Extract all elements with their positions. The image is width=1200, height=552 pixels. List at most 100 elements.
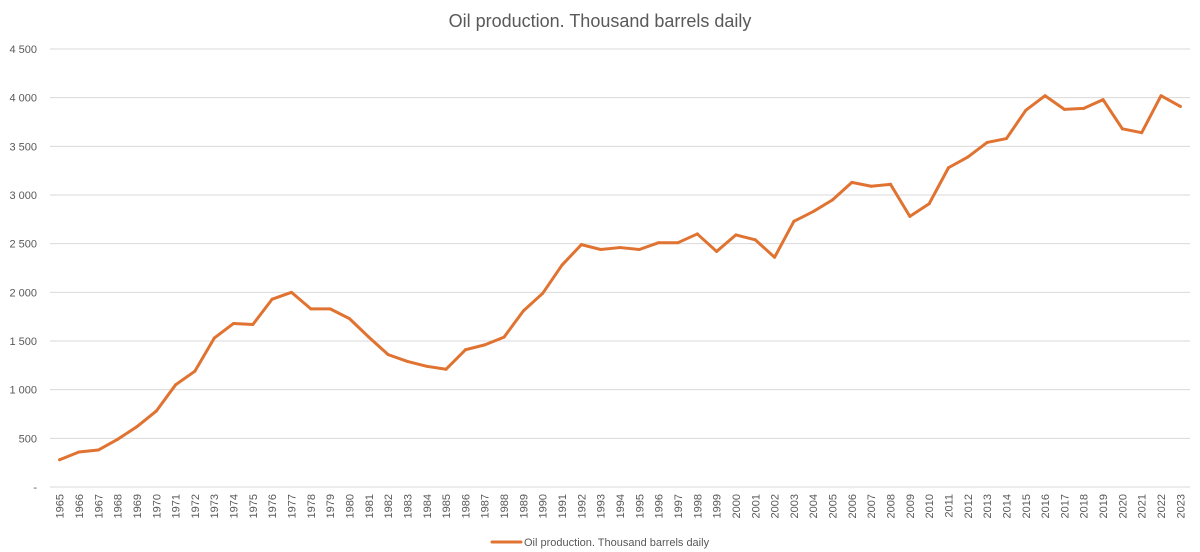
x-tick-label: 1996 (654, 494, 666, 518)
data-point (966, 155, 970, 159)
series-line (58, 94, 1182, 462)
x-tick-label: 1968 (113, 494, 125, 518)
x-tick-label: 2013 (982, 494, 994, 518)
data-point (251, 322, 255, 326)
data-point (792, 219, 796, 223)
x-tick-label: 2002 (770, 494, 782, 518)
x-tick-label: 1983 (402, 494, 414, 518)
data-point (734, 233, 738, 237)
data-point (193, 369, 197, 373)
data-point (386, 353, 390, 357)
x-tick-label: 2019 (1098, 494, 1110, 518)
data-point (1159, 94, 1163, 98)
data-point (637, 248, 641, 252)
x-tick-label: 2022 (1156, 494, 1168, 518)
x-tick-label: 2020 (1117, 494, 1129, 518)
data-point (483, 343, 487, 347)
y-tick-label: 500 (19, 433, 37, 445)
y-tick-label: 3 000 (9, 190, 37, 202)
y-tick-label: 4 000 (9, 93, 37, 105)
x-tick-label: 1997 (673, 494, 685, 518)
x-tick-label: 1988 (499, 494, 511, 518)
y-tick-label: 1 000 (9, 385, 37, 397)
data-point (695, 232, 699, 236)
data-point (560, 263, 564, 267)
data-point (309, 307, 313, 311)
x-tick-label: 1969 (132, 494, 144, 518)
x-tick-label: 2017 (1059, 494, 1071, 518)
x-tick-label: 2004 (808, 494, 820, 518)
data-point (1062, 107, 1066, 111)
x-tick-label: 1986 (460, 494, 472, 518)
data-point (1004, 137, 1008, 141)
x-tick-label: 2005 (828, 494, 840, 518)
data-point (753, 238, 757, 242)
gridlines (50, 48, 1190, 488)
x-tick-label: 2000 (731, 494, 743, 518)
data-point (1024, 108, 1028, 112)
legend: Oil production. Thousand barrels daily (490, 537, 710, 549)
x-tick-label: 2003 (789, 494, 801, 518)
data-point (946, 166, 950, 170)
x-tick-label: 2008 (886, 494, 898, 518)
x-tick-label: 1982 (383, 494, 395, 518)
x-tick-label: 2023 (1175, 494, 1187, 518)
x-tick-label: 1992 (576, 494, 588, 518)
data-point (154, 409, 158, 413)
x-tick-label: 2001 (750, 494, 762, 518)
y-tick-label: 4 500 (9, 44, 37, 56)
data-point (444, 367, 448, 371)
data-point (463, 348, 467, 352)
x-tick-label: 1985 (441, 494, 453, 518)
data-point (347, 317, 351, 321)
data-point (1101, 98, 1105, 102)
y-axis-ticks: - 500 1 000 1 500 2 000 2 500 3 000 3 500 4 000 4… (9, 44, 37, 494)
legend-label: Oil production. Thousand barrels daily (524, 537, 710, 549)
data-point (599, 248, 603, 252)
data-point (96, 448, 100, 452)
data-point (715, 249, 719, 253)
x-tick-label: 2009 (905, 494, 917, 518)
data-point (1082, 106, 1086, 110)
x-tick-label: 2014 (1001, 494, 1013, 518)
x-tick-label: 2018 (1079, 494, 1091, 518)
x-tick-label: 1998 (692, 494, 704, 518)
y-tick-label: 2 500 (9, 239, 37, 251)
data-point (1140, 131, 1144, 135)
series-layer (58, 94, 1182, 462)
data-point (212, 336, 216, 340)
data-point (1043, 94, 1047, 98)
data-point (116, 437, 120, 441)
x-tick-label: 1993 (596, 494, 608, 518)
data-point (541, 291, 545, 295)
x-tick-label: 1975 (248, 494, 260, 518)
data-point (328, 307, 332, 311)
data-point (290, 290, 294, 294)
data-point (927, 202, 931, 206)
data-point (889, 182, 893, 186)
data-point (831, 198, 835, 202)
data-point (618, 246, 622, 250)
x-tick-label: 1989 (518, 494, 530, 518)
x-tick-label: 1966 (74, 494, 86, 518)
x-tick-label: 1990 (538, 494, 550, 518)
data-point (985, 140, 989, 144)
x-tick-label: 1974 (229, 494, 241, 518)
data-point (521, 309, 525, 313)
x-tick-label: 2007 (866, 494, 878, 518)
y-tick-label: 1 500 (9, 336, 37, 348)
data-point (58, 458, 62, 462)
x-tick-label: 1965 (55, 494, 67, 518)
data-point (502, 335, 506, 339)
chart-title: Oil production. Thousand barrels daily (449, 11, 752, 31)
data-point (232, 321, 236, 325)
data-point (135, 425, 139, 429)
data-point (425, 364, 429, 368)
data-point (908, 214, 912, 218)
x-tick-label: 2021 (1137, 494, 1149, 518)
x-tick-label: 2015 (1021, 494, 1033, 518)
y-tick-label: 3 500 (9, 141, 37, 153)
data-point (174, 383, 178, 387)
